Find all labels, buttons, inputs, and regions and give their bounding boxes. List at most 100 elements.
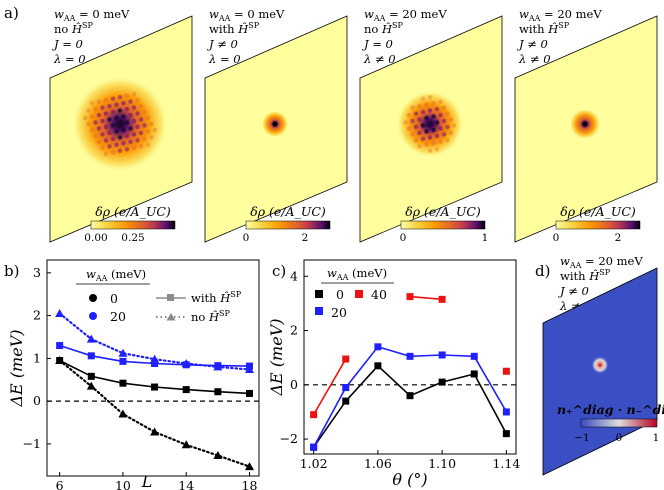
data-point [181, 359, 191, 368]
lattice-site [117, 95, 123, 100]
cbar-tick: 0 [553, 232, 560, 244]
legend-c-marker-20 [315, 307, 323, 315]
lattice-site [413, 124, 419, 130]
lattice-site [89, 127, 95, 133]
data-point [310, 411, 318, 419]
data-point [470, 370, 478, 378]
lattice-site [441, 132, 447, 137]
data-point [502, 430, 510, 438]
lattice-site [124, 133, 130, 139]
lattice-site [131, 132, 137, 137]
lattice-site [103, 138, 109, 143]
lattice-site [403, 120, 408, 125]
lattice-site [135, 98, 140, 103]
data-point [55, 356, 65, 365]
lattice-site [410, 118, 415, 124]
lattice-site [124, 120, 130, 125]
lattice-site [438, 112, 443, 118]
lattice-site [110, 96, 116, 101]
lattice-site [107, 117, 112, 122]
data-point [310, 443, 318, 451]
panel-b-xlabel: L [141, 472, 153, 490]
panel-b-legend-title: wAA (meV) [86, 267, 146, 283]
lattice-site [438, 99, 443, 104]
lattice-site [124, 93, 130, 98]
lattice-site [86, 121, 91, 127]
cbar-tick: 0.25 [121, 232, 144, 244]
lattice-site [124, 106, 130, 112]
lattice-site [434, 106, 440, 112]
data-point [119, 379, 127, 387]
data-point [213, 362, 223, 371]
lattice-site [117, 135, 123, 140]
lattice-site [110, 150, 116, 155]
panel-ham: with ĤSP [519, 21, 570, 36]
lattice-site [434, 120, 440, 125]
lattice-site [110, 109, 116, 115]
lattice-site [89, 101, 95, 106]
x-tick-label: 14 [178, 478, 194, 490]
lattice-site [121, 101, 126, 106]
panel-lambda: λ = 0 [208, 52, 241, 66]
cbar-tick: 0 [400, 232, 407, 244]
lattice-site [445, 138, 450, 143]
x-tick-label: 1.02 [300, 456, 328, 471]
data-point [374, 362, 382, 370]
lattice-site [135, 111, 140, 116]
y-tick-label: −2 [280, 431, 298, 446]
lattice-site [417, 130, 422, 136]
series-line [312, 358, 347, 416]
series-line [409, 295, 443, 301]
panel-d-waa: wAA = 20 meV [560, 254, 643, 270]
lattice-site [93, 107, 98, 112]
panel-lambda: λ ≠ 0 [363, 52, 396, 66]
lattice-site [135, 124, 140, 130]
lattice-site [117, 148, 123, 153]
cbar-label: δρ (e/A_UC) [560, 204, 636, 219]
colorbar [245, 220, 331, 230]
lattice-site [93, 120, 98, 125]
lattice-site [107, 104, 112, 109]
panel-b-legend-value-0: 0 [110, 291, 118, 306]
x-tick-label: 6 [56, 478, 64, 490]
cbar-tick: 2 [615, 232, 622, 244]
panel-j: J ≠ 0 [207, 37, 238, 51]
x-tick-label: 1.10 [428, 456, 456, 471]
lattice-site [142, 123, 147, 128]
legend-marker-no [166, 313, 176, 321]
lattice-site [145, 129, 151, 134]
cbar-label: δρ (e/A_UC) [405, 204, 481, 219]
cbar-tick: 2 [302, 232, 309, 244]
lattice-site [441, 118, 447, 124]
series-line [312, 364, 508, 448]
panel-d-tick-1: 0 [616, 432, 623, 444]
panel-a-label: a) [4, 4, 19, 22]
data-point [342, 384, 350, 392]
panel-waa: wAA = 20 meV [519, 7, 602, 23]
lattice-site [110, 123, 116, 128]
panel-lambda: λ = 0 [53, 52, 86, 66]
data-point [150, 354, 160, 363]
data-point [342, 355, 350, 363]
panel-b-ylabel: ΔE (meV) [7, 330, 26, 408]
data-point [342, 397, 350, 405]
lattice-site [107, 144, 112, 149]
lattice-site [434, 133, 440, 139]
data-point [86, 334, 96, 343]
lattice-site [96, 112, 102, 118]
lattice-site [114, 102, 119, 107]
x-tick-label: 1.14 [492, 456, 520, 471]
lattice-site [131, 105, 137, 110]
lattice-site [100, 118, 105, 124]
data-point [374, 343, 382, 351]
panel-c-frame [303, 259, 517, 455]
lattice-site [131, 118, 137, 124]
lattice-site [142, 109, 147, 115]
panel-d-colorbar [580, 418, 658, 428]
colorbar [400, 220, 486, 230]
data-point [245, 364, 255, 373]
